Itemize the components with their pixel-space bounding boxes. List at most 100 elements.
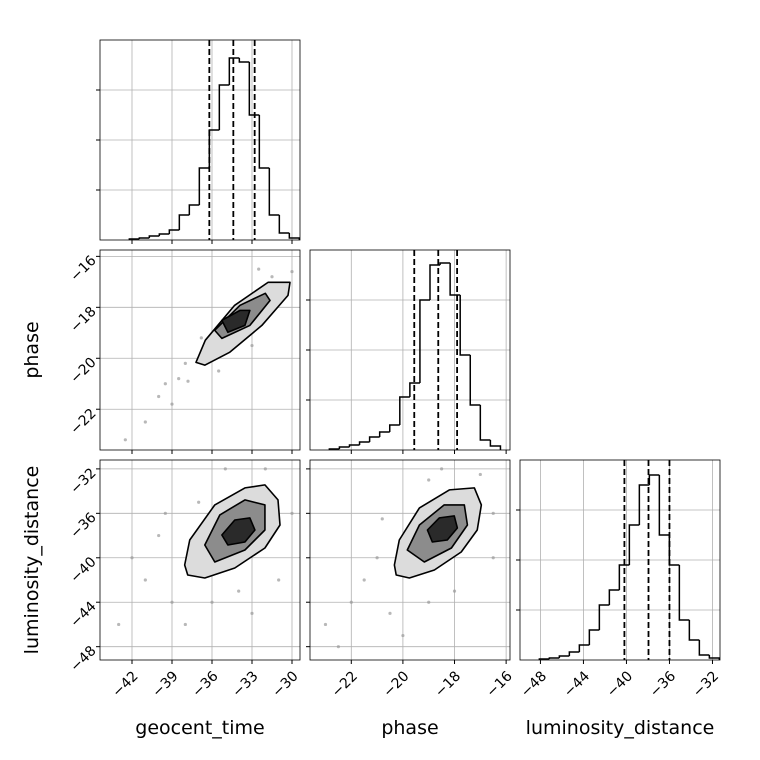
sample-point: [478, 472, 482, 477]
panel: −22 −20 −18 −16 phase: [306, 459, 516, 739]
histogram-bin: [638, 484, 650, 525]
sample-point: [277, 578, 281, 582]
histogram-bin: [479, 405, 491, 441]
panel: [306, 249, 511, 454]
x-tick-label: −42: [109, 668, 141, 700]
histogram-bin: [578, 644, 590, 652]
histogram-bin: [409, 382, 420, 397]
axes-frame: [99, 39, 301, 241]
histogram-bin: [698, 640, 710, 656]
sample-point: [197, 500, 201, 504]
histogram-bin: [598, 604, 610, 630]
histogram-bin: [218, 84, 230, 130]
y-tick-label: −36: [67, 510, 99, 542]
histogram-bin: [608, 589, 620, 605]
x-axis-label: phase: [381, 717, 438, 739]
sample-point: [163, 511, 167, 515]
x-tick-label: −33: [229, 668, 261, 700]
sample-point: [270, 275, 274, 279]
histogram-bin: [288, 233, 300, 240]
plot-area: [123, 267, 294, 442]
histogram-bin: [208, 129, 220, 168]
panel: −48 −44 −40 −36 −32 luminosity_distance: [516, 459, 722, 739]
histogram-bin: [678, 565, 690, 621]
x-tick-label: −36: [189, 668, 221, 700]
x-tick-label: −18: [432, 668, 464, 700]
sample-point: [380, 517, 384, 521]
histogram-bin: [648, 474, 660, 485]
sample-point: [143, 420, 147, 424]
y-tick-label: −22: [67, 406, 99, 438]
histogram-bin: [358, 441, 370, 445]
y-tick-label: −18: [67, 304, 99, 336]
sample-point: [491, 511, 495, 515]
contour: [221, 309, 251, 334]
x-axis-label: luminosity_distance: [526, 717, 715, 739]
histogram-bin: [558, 655, 570, 658]
histogram-bin: [268, 168, 280, 216]
histogram-bin: [688, 620, 700, 641]
histogram-bin: [439, 262, 451, 265]
histogram-bin: [158, 233, 170, 236]
sample-point: [130, 556, 134, 560]
histogram-bin: [178, 214, 190, 230]
x-tick-label: −40: [604, 668, 636, 700]
y-tick-label: −44: [67, 599, 99, 631]
sample-point: [388, 611, 392, 615]
sample-point: [401, 633, 405, 638]
histogram-bin: [449, 263, 461, 296]
sample-point: [290, 511, 294, 515]
x-tick-label: −39: [149, 668, 181, 700]
x-tick-label: −44: [561, 668, 593, 700]
sample-point: [117, 622, 121, 627]
sample-point: [157, 394, 161, 399]
histogram-bin: [168, 229, 180, 234]
sample-point: [163, 382, 167, 386]
histogram-bin: [388, 424, 400, 432]
sample-point: [250, 343, 254, 348]
axes-frame: [99, 459, 301, 661]
sample-point: [491, 556, 495, 560]
histogram-bin: [148, 235, 160, 238]
sample-point: [217, 369, 221, 373]
x-tick-label: −22: [329, 668, 361, 700]
sample-point: [263, 467, 267, 471]
sample-point: [177, 377, 181, 381]
sample-point: [123, 438, 127, 442]
histogram-bin: [658, 475, 670, 536]
sample-point: [375, 556, 379, 560]
x-tick-label: −16: [484, 668, 516, 700]
sample-point: [199, 336, 203, 340]
histogram-bin: [588, 629, 600, 645]
histogram-bin: [429, 264, 441, 300]
histogram-bin: [348, 444, 360, 447]
sample-point: [170, 402, 174, 406]
sample-point: [336, 645, 340, 649]
sample-point: [323, 622, 328, 627]
sample-point: [427, 600, 431, 604]
plot-area: [117, 467, 294, 627]
axes-frame: [99, 249, 301, 451]
sample-point: [290, 270, 294, 274]
sample-point: [237, 589, 241, 593]
x-tick-label: −36: [647, 668, 679, 700]
panel: −22 −20 −18 −16 phase: [21, 249, 301, 454]
histogram-bin: [198, 167, 210, 205]
sample-point: [257, 267, 261, 271]
sample-point: [440, 467, 444, 471]
sample-point: [170, 600, 174, 604]
histogram-bin: [708, 655, 720, 660]
x-tick-label: −30: [269, 668, 301, 700]
histogram-bin: [228, 57, 240, 85]
histogram-bin: [459, 295, 471, 356]
histogram-bin: [489, 440, 502, 450]
histogram-bin: [138, 237, 150, 239]
histogram-bin: [188, 204, 200, 215]
plot-area: [328, 250, 502, 450]
histogram-bin: [368, 436, 380, 442]
histogram-bin: [278, 215, 290, 234]
sample-point: [186, 379, 190, 383]
histogram-bin: [399, 396, 410, 425]
plot-area: [323, 467, 495, 649]
sample-point: [183, 622, 187, 627]
